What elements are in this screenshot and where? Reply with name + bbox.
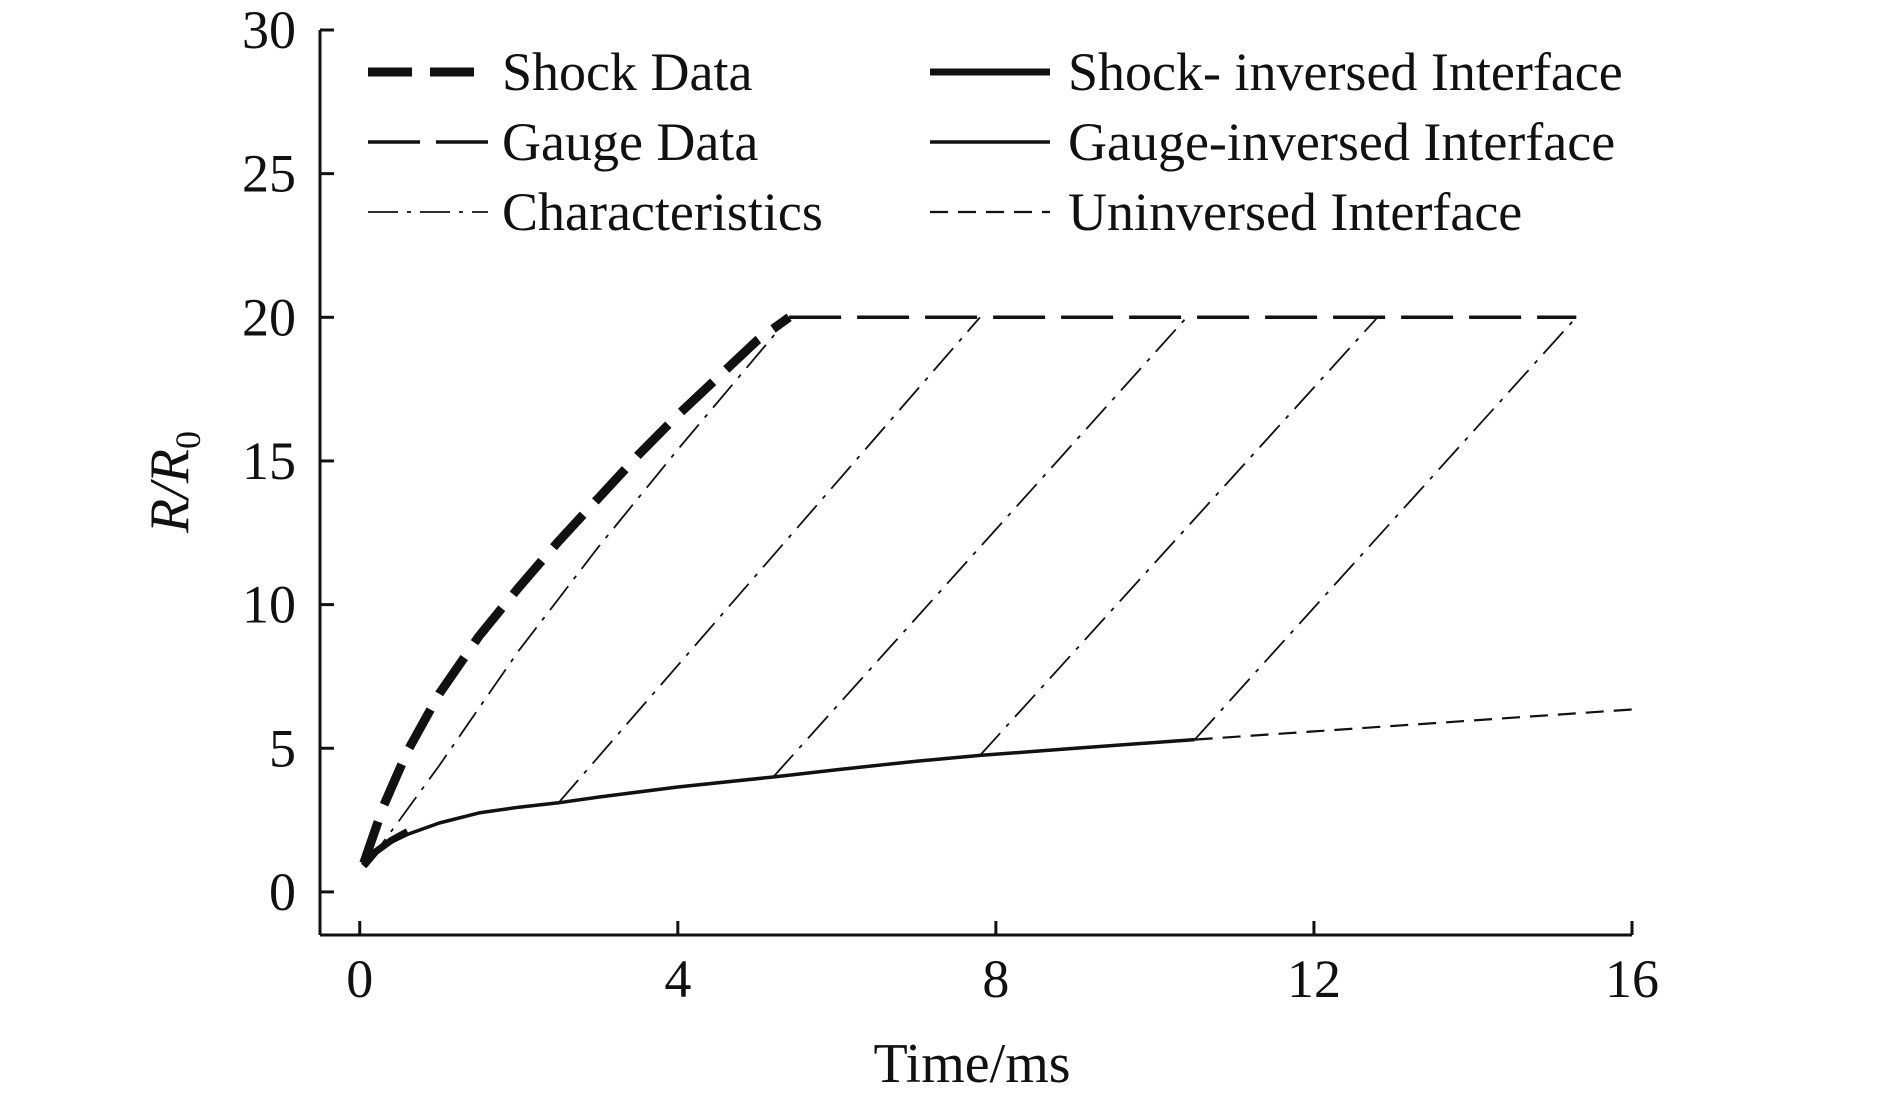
characteristics-line-4 bbox=[1194, 316, 1577, 741]
legend-label: Characteristics bbox=[502, 182, 823, 242]
legend: Shock Data Gauge Data Characteristics Shock… bbox=[368, 42, 1623, 242]
x-axis-label: Time/ms bbox=[873, 1033, 1070, 1095]
y-tick-label: 15 bbox=[242, 431, 296, 491]
y-tick-label: 5 bbox=[269, 718, 296, 778]
x-tick-label: 12 bbox=[1287, 949, 1341, 1009]
x-tick-label: 16 bbox=[1605, 949, 1659, 1009]
y-axis-label: R/R0 bbox=[139, 431, 208, 534]
y-tick-label: 0 bbox=[269, 862, 296, 922]
axes: 0 5 10 15 20 25 30 0 4 8 12 16 bbox=[242, 0, 1659, 1009]
x-tick-label: 4 bbox=[664, 949, 691, 1009]
characteristics-line-0 bbox=[366, 316, 790, 864]
legend-label: Shock Data bbox=[502, 42, 752, 102]
y-tick-label: 30 bbox=[242, 0, 296, 60]
y-tick-label: 25 bbox=[242, 144, 296, 204]
y-axis-label-subscript: 0 bbox=[168, 431, 208, 449]
legend-label: Gauge-inversed Interface bbox=[1068, 112, 1615, 172]
x-tick-label: 8 bbox=[982, 949, 1009, 1009]
characteristics-line-3 bbox=[979, 316, 1379, 757]
legend-label: Uninversed Interface bbox=[1068, 182, 1522, 242]
uninversed-interface-line bbox=[1194, 708, 1633, 741]
y-tick-label: 20 bbox=[242, 287, 296, 347]
shock-data-line bbox=[359, 313, 792, 865]
gauge-inversed-interface-line bbox=[362, 737, 1195, 868]
legend-label: Shock- inversed Interface bbox=[1068, 42, 1623, 102]
x-tick-label: 0 bbox=[346, 949, 373, 1009]
y-tick-label: 10 bbox=[242, 575, 296, 635]
characteristics-line-2 bbox=[772, 316, 1188, 778]
legend-label: Gauge Data bbox=[502, 112, 758, 172]
characteristics-line-1 bbox=[557, 316, 981, 804]
series-group bbox=[359, 313, 1633, 869]
